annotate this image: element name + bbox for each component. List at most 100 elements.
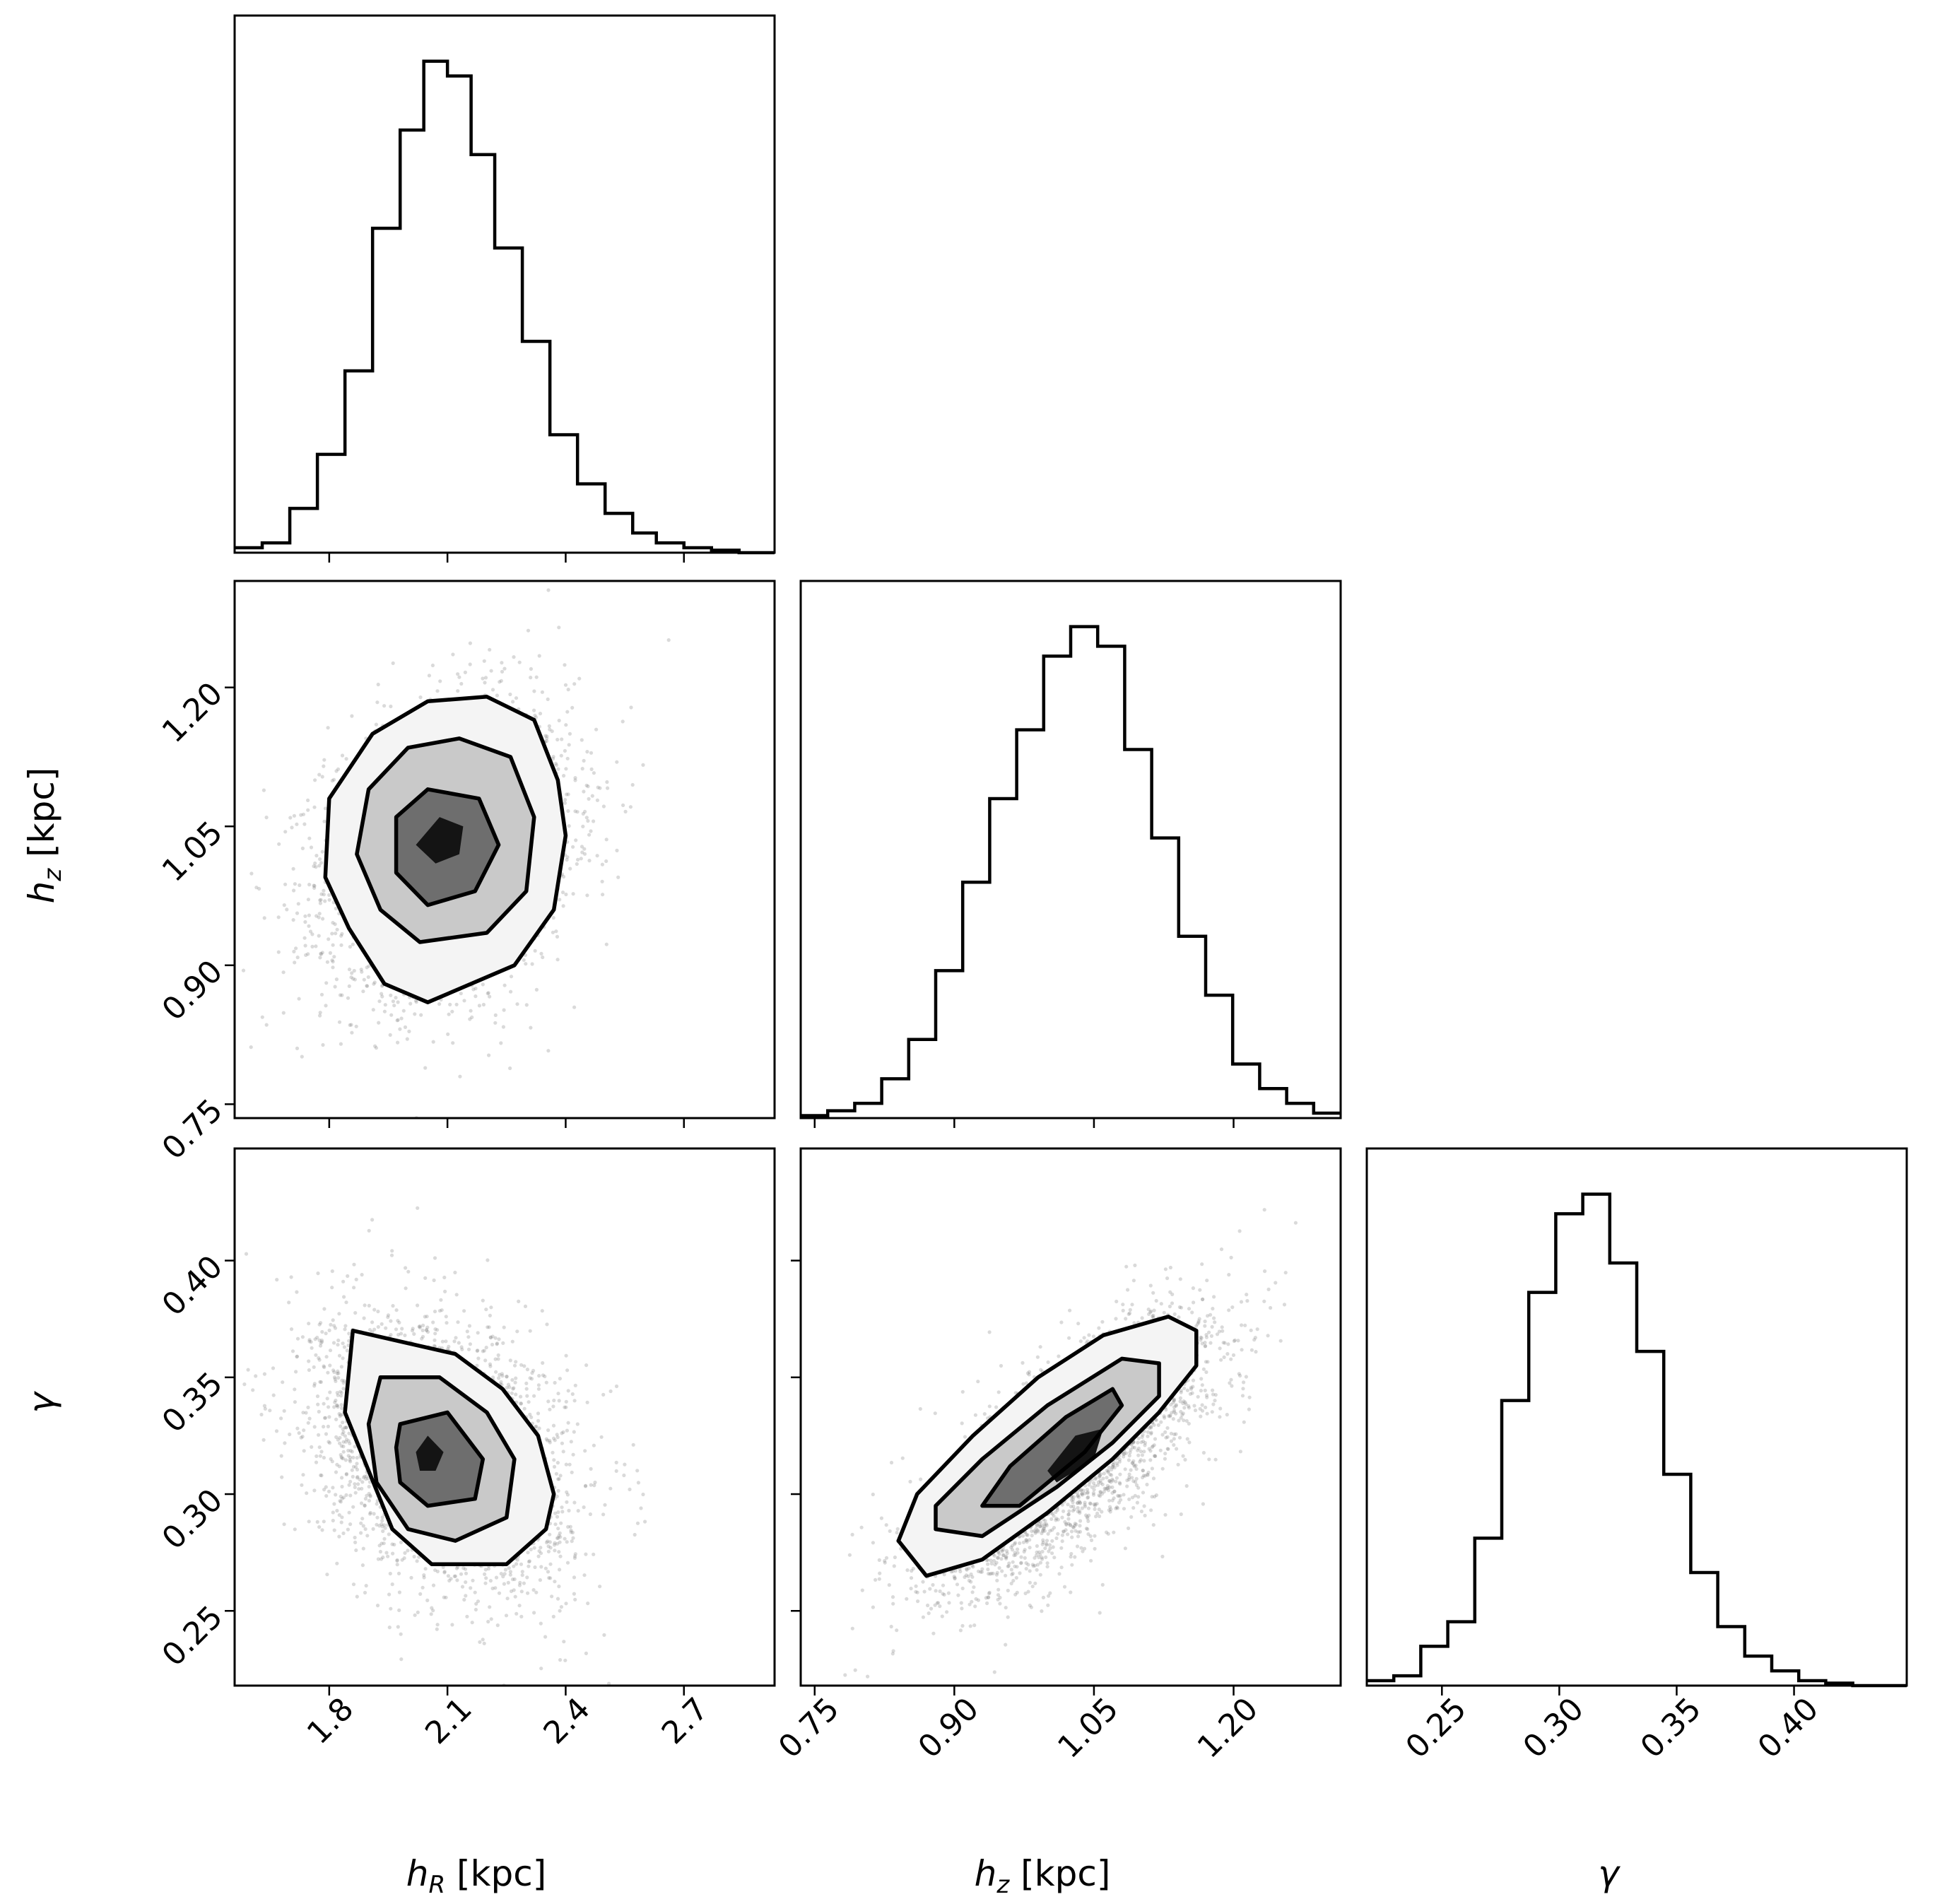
sample-point — [454, 1293, 459, 1297]
sample-point — [524, 962, 528, 966]
sample-point — [303, 914, 307, 918]
sample-point — [303, 919, 307, 924]
sample-point — [363, 1527, 367, 1532]
sample-point — [500, 661, 504, 665]
sample-point — [295, 822, 299, 826]
sample-point — [534, 1425, 538, 1429]
sample-point — [264, 816, 269, 820]
sample-point — [430, 1606, 434, 1610]
sample-point — [336, 1338, 341, 1343]
sample-point — [372, 982, 376, 986]
sample-point — [568, 866, 572, 871]
sample-point — [344, 1493, 348, 1497]
sample-point — [274, 1429, 279, 1433]
sample-point — [447, 1344, 451, 1348]
sample-point — [391, 999, 396, 1004]
sample-point — [418, 1324, 422, 1329]
sample-point — [414, 1000, 418, 1004]
sample-point — [484, 1346, 488, 1350]
sample-point — [295, 956, 300, 960]
sample-point — [330, 779, 334, 783]
sample-point — [379, 1557, 384, 1561]
sample-point — [493, 1586, 498, 1590]
sample-point — [559, 753, 563, 758]
sample-point — [589, 767, 594, 771]
sample-point — [420, 1328, 425, 1332]
sample-point — [289, 1275, 293, 1279]
sample-point — [277, 842, 281, 846]
sample-point — [389, 704, 393, 709]
sample-point — [283, 882, 288, 886]
sample-point — [312, 886, 317, 890]
sample-point — [352, 968, 356, 973]
sample-point — [367, 1498, 372, 1503]
sample-point — [322, 819, 327, 823]
sample-point — [330, 958, 334, 963]
sample-point — [496, 1353, 500, 1358]
sample-point — [548, 1540, 552, 1544]
sample-point — [384, 1326, 388, 1330]
sample-point — [262, 916, 266, 920]
sample-point — [570, 1392, 575, 1397]
sample-point — [318, 1454, 322, 1458]
sample-point — [327, 1489, 331, 1493]
sample-point — [474, 994, 478, 999]
axes-frame-gamma — [1365, 1147, 1908, 1687]
sample-point — [292, 888, 296, 893]
sample-point — [314, 914, 319, 918]
sample-point — [292, 813, 296, 818]
sample-point — [339, 1424, 343, 1428]
sample-point — [494, 1370, 498, 1374]
sample-point — [462, 1597, 466, 1602]
sample-point — [564, 723, 568, 727]
sample-point — [341, 1495, 346, 1500]
sample-point — [306, 898, 310, 902]
sample-point — [621, 719, 625, 724]
sample-point — [305, 1491, 309, 1495]
sample-point — [308, 929, 313, 934]
sample-point — [484, 1576, 488, 1580]
sample-point — [502, 666, 507, 671]
sample-point — [373, 1044, 377, 1048]
sample-point — [544, 1380, 548, 1385]
sample-point — [332, 1324, 336, 1328]
sample-point — [486, 992, 490, 996]
sample-point — [573, 809, 577, 813]
sample-point — [573, 778, 577, 782]
sample-point — [382, 1009, 387, 1013]
sample-point — [318, 898, 322, 903]
sample-point — [519, 1401, 523, 1406]
sample-point — [332, 955, 336, 959]
sample-point — [534, 987, 539, 992]
sample-point — [336, 1438, 340, 1442]
sample-point — [601, 804, 606, 809]
sample-point — [297, 1431, 301, 1435]
sample-point — [249, 1045, 253, 1050]
sample-point — [322, 1488, 327, 1492]
sample-point — [446, 1032, 450, 1036]
sample-point — [488, 1313, 493, 1317]
sample-point — [548, 1532, 552, 1536]
sample-point — [457, 675, 461, 679]
sample-point — [536, 1387, 541, 1391]
sample-point — [546, 1049, 551, 1053]
sample-point — [318, 1011, 322, 1015]
sample-point — [334, 906, 338, 911]
sample-point — [423, 1066, 428, 1070]
histogram-gamma — [1365, 1147, 1908, 1688]
sample-point — [337, 1020, 342, 1024]
sample-point — [545, 739, 549, 744]
sample-point — [484, 1307, 488, 1312]
sample-point — [482, 659, 486, 663]
sample-point — [322, 1520, 326, 1524]
sample-point — [468, 662, 472, 666]
sample-point — [317, 1322, 322, 1327]
sample-point — [352, 1286, 356, 1290]
sample-point — [322, 1364, 326, 1368]
sample-point — [533, 948, 537, 953]
sample-point — [319, 952, 324, 956]
sample-point — [353, 1465, 358, 1469]
sample-point — [529, 1026, 533, 1030]
sample-point — [395, 1558, 399, 1563]
sample-point — [475, 1348, 479, 1353]
